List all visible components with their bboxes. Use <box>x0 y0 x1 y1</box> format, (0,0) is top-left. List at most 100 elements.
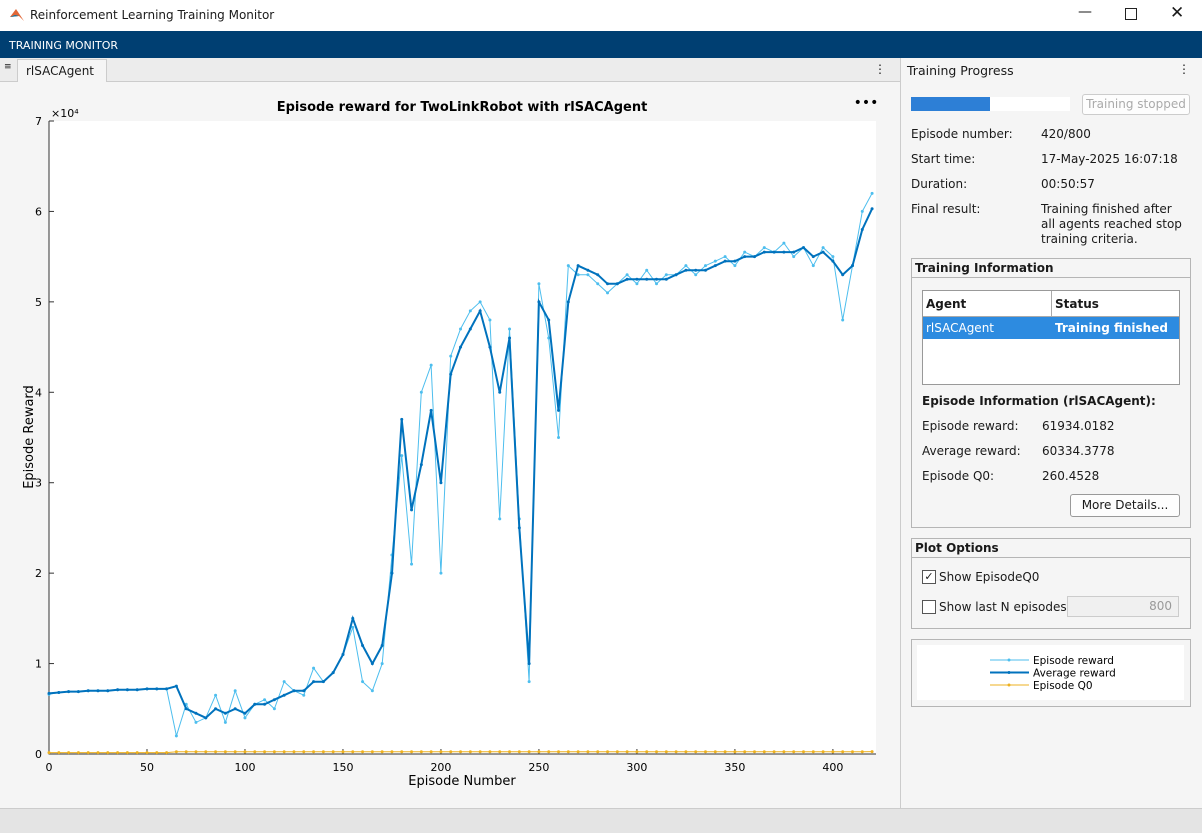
data-point <box>86 689 90 693</box>
data-point <box>860 750 864 754</box>
data-point <box>312 680 316 684</box>
data-point <box>684 268 688 272</box>
data-point <box>615 282 619 286</box>
data-point <box>488 318 492 322</box>
data-point <box>811 255 815 259</box>
data-point <box>96 689 100 693</box>
tab[interactable] <box>17 59 107 82</box>
data-point <box>576 264 580 268</box>
data-point <box>468 750 472 754</box>
data-point <box>429 408 433 412</box>
data-point <box>165 687 169 691</box>
data-point <box>184 707 188 711</box>
data-point <box>508 327 512 331</box>
data-point <box>125 688 129 692</box>
data-point <box>566 300 570 304</box>
data-point <box>272 707 276 711</box>
data-point <box>282 750 286 754</box>
data-point <box>772 750 776 754</box>
progress-bar <box>911 97 1070 111</box>
data-point <box>253 750 257 754</box>
data-point <box>860 209 864 213</box>
data-point <box>752 255 756 259</box>
table-cell[interactable]: Training finished <box>1055 321 1168 335</box>
data-point <box>586 268 590 272</box>
data-point <box>351 750 355 754</box>
data-point <box>821 250 825 254</box>
data-point <box>96 751 100 755</box>
data-point <box>625 750 629 754</box>
minimize-button[interactable]: — <box>1078 4 1092 20</box>
data-point <box>194 720 198 724</box>
details-button[interactable]: More Details... <box>1070 494 1180 517</box>
data-point <box>341 653 345 657</box>
data-point <box>743 255 747 259</box>
x-tick-label: 0 <box>46 761 53 774</box>
checkbox[interactable]: ✓ <box>922 570 936 584</box>
data-point <box>410 508 414 512</box>
data-point <box>47 691 51 695</box>
tab-label[interactable]: rlSACAgent <box>26 64 95 78</box>
legend-label: Average reward <box>1033 668 1116 680</box>
data-point <box>478 309 482 313</box>
data-point <box>214 750 218 754</box>
data-point <box>655 282 659 286</box>
section-title: Plot Options <box>915 541 999 555</box>
data-point <box>145 687 149 691</box>
panel-menu[interactable]: ⋮ <box>1178 62 1190 76</box>
checkbox[interactable] <box>922 600 936 614</box>
data-point <box>537 282 541 286</box>
data-point <box>860 228 864 232</box>
data-point <box>841 318 845 322</box>
data-point <box>762 246 766 250</box>
data-point <box>243 750 247 754</box>
data-point <box>370 662 374 666</box>
data-point <box>586 273 590 277</box>
data-point <box>263 702 267 706</box>
scrollbar[interactable] <box>0 808 1202 833</box>
column-header: Status <box>1055 297 1099 311</box>
data-point <box>174 750 178 754</box>
close-button[interactable]: ✕ <box>1170 3 1185 23</box>
data-point <box>606 750 610 754</box>
data-point <box>723 750 727 754</box>
data-point <box>272 750 276 754</box>
episodes-input[interactable]: 800 <box>1067 596 1179 617</box>
data-point <box>370 689 374 693</box>
tab-menu[interactable]: ⋮ <box>874 62 886 76</box>
toolstrip-title: TRAINING MONITOR <box>9 39 119 52</box>
stop-button[interactable]: Training stopped <box>1082 94 1190 115</box>
data-point <box>263 750 267 754</box>
maximize-button[interactable] <box>1125 8 1137 20</box>
data-point <box>214 707 218 711</box>
data-point <box>557 408 561 412</box>
data-point <box>811 264 815 268</box>
checkbox-label[interactable]: Show EpisodeQ0 <box>939 570 1040 584</box>
data-point <box>831 259 835 263</box>
data-point <box>664 277 668 281</box>
data-point <box>370 750 374 754</box>
field-value: 00:50:57 <box>1041 177 1095 191</box>
data-point <box>498 517 502 521</box>
data-point <box>576 273 580 277</box>
checkbox-label[interactable]: Show last N episodes <box>939 600 1067 614</box>
training-info-box <box>911 258 1191 528</box>
data-point <box>165 751 169 755</box>
data-point <box>419 390 423 394</box>
table-cell[interactable]: rlSACAgent <box>926 321 995 335</box>
data-point <box>488 750 492 754</box>
y-tick-label: 2 <box>35 567 42 580</box>
data-point <box>547 750 551 754</box>
data-point <box>694 750 698 754</box>
data-point <box>664 750 668 754</box>
data-point <box>635 750 639 754</box>
data-point <box>253 702 257 706</box>
table-row[interactable] <box>923 317 1179 339</box>
data-point <box>655 277 659 281</box>
data-point <box>233 689 237 693</box>
data-point <box>468 327 472 331</box>
axes-menu[interactable]: ••• <box>854 95 879 111</box>
data-point <box>321 750 325 754</box>
data-point <box>527 680 531 684</box>
